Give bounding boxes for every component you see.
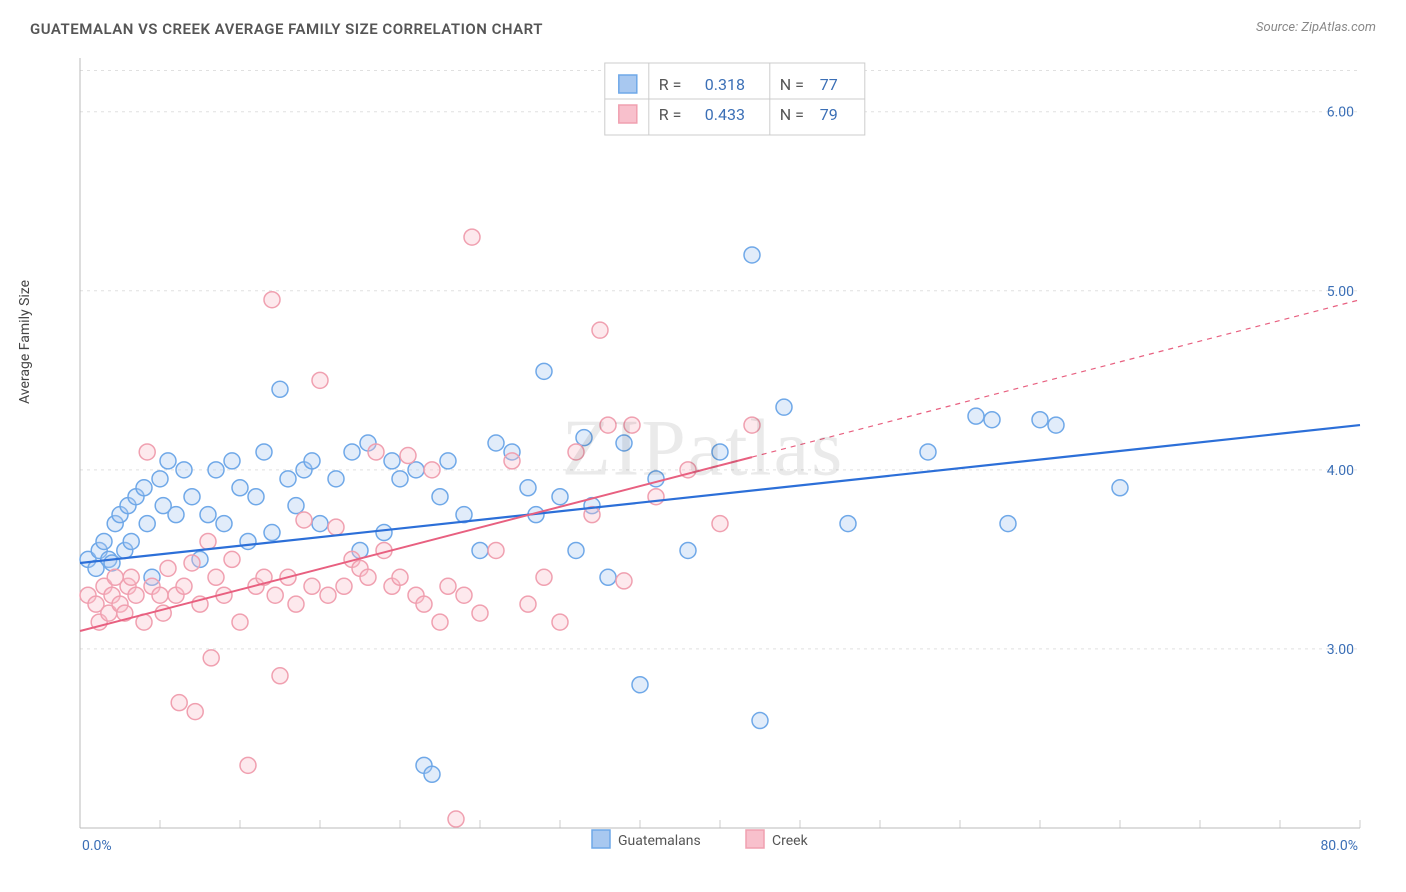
svg-text:R =: R = bbox=[659, 105, 682, 124]
y-axis-label: Average Family Size bbox=[17, 280, 33, 404]
svg-text:0.318: 0.318 bbox=[705, 75, 745, 94]
svg-text:6.00: 6.00 bbox=[1327, 105, 1354, 121]
svg-text:80.0%: 80.0% bbox=[1320, 838, 1358, 854]
svg-text:4.00: 4.00 bbox=[1327, 463, 1354, 479]
svg-text:Guatemalans: Guatemalans bbox=[618, 833, 701, 849]
svg-text:N =: N = bbox=[780, 105, 804, 124]
svg-text:R =: R = bbox=[659, 75, 682, 94]
svg-text:79: 79 bbox=[820, 105, 838, 124]
chart-title: GUATEMALAN VS CREEK AVERAGE FAMILY SIZE … bbox=[30, 20, 543, 38]
svg-text:77: 77 bbox=[820, 75, 838, 94]
svg-text:Creek: Creek bbox=[772, 833, 809, 849]
svg-text:5.00: 5.00 bbox=[1327, 284, 1354, 300]
scatter-chart: 3.00 4.00 5.00 6.00 0.0% 80.0% R = 0.318 N = 77 R … bbox=[30, 48, 1376, 868]
svg-text:N =: N = bbox=[780, 75, 804, 94]
svg-text:0.433: 0.433 bbox=[705, 105, 745, 124]
svg-text:0.0%: 0.0% bbox=[82, 838, 112, 854]
svg-text:3.00: 3.00 bbox=[1327, 642, 1354, 658]
source-label: Source: ZipAtlas.com bbox=[1256, 20, 1376, 35]
